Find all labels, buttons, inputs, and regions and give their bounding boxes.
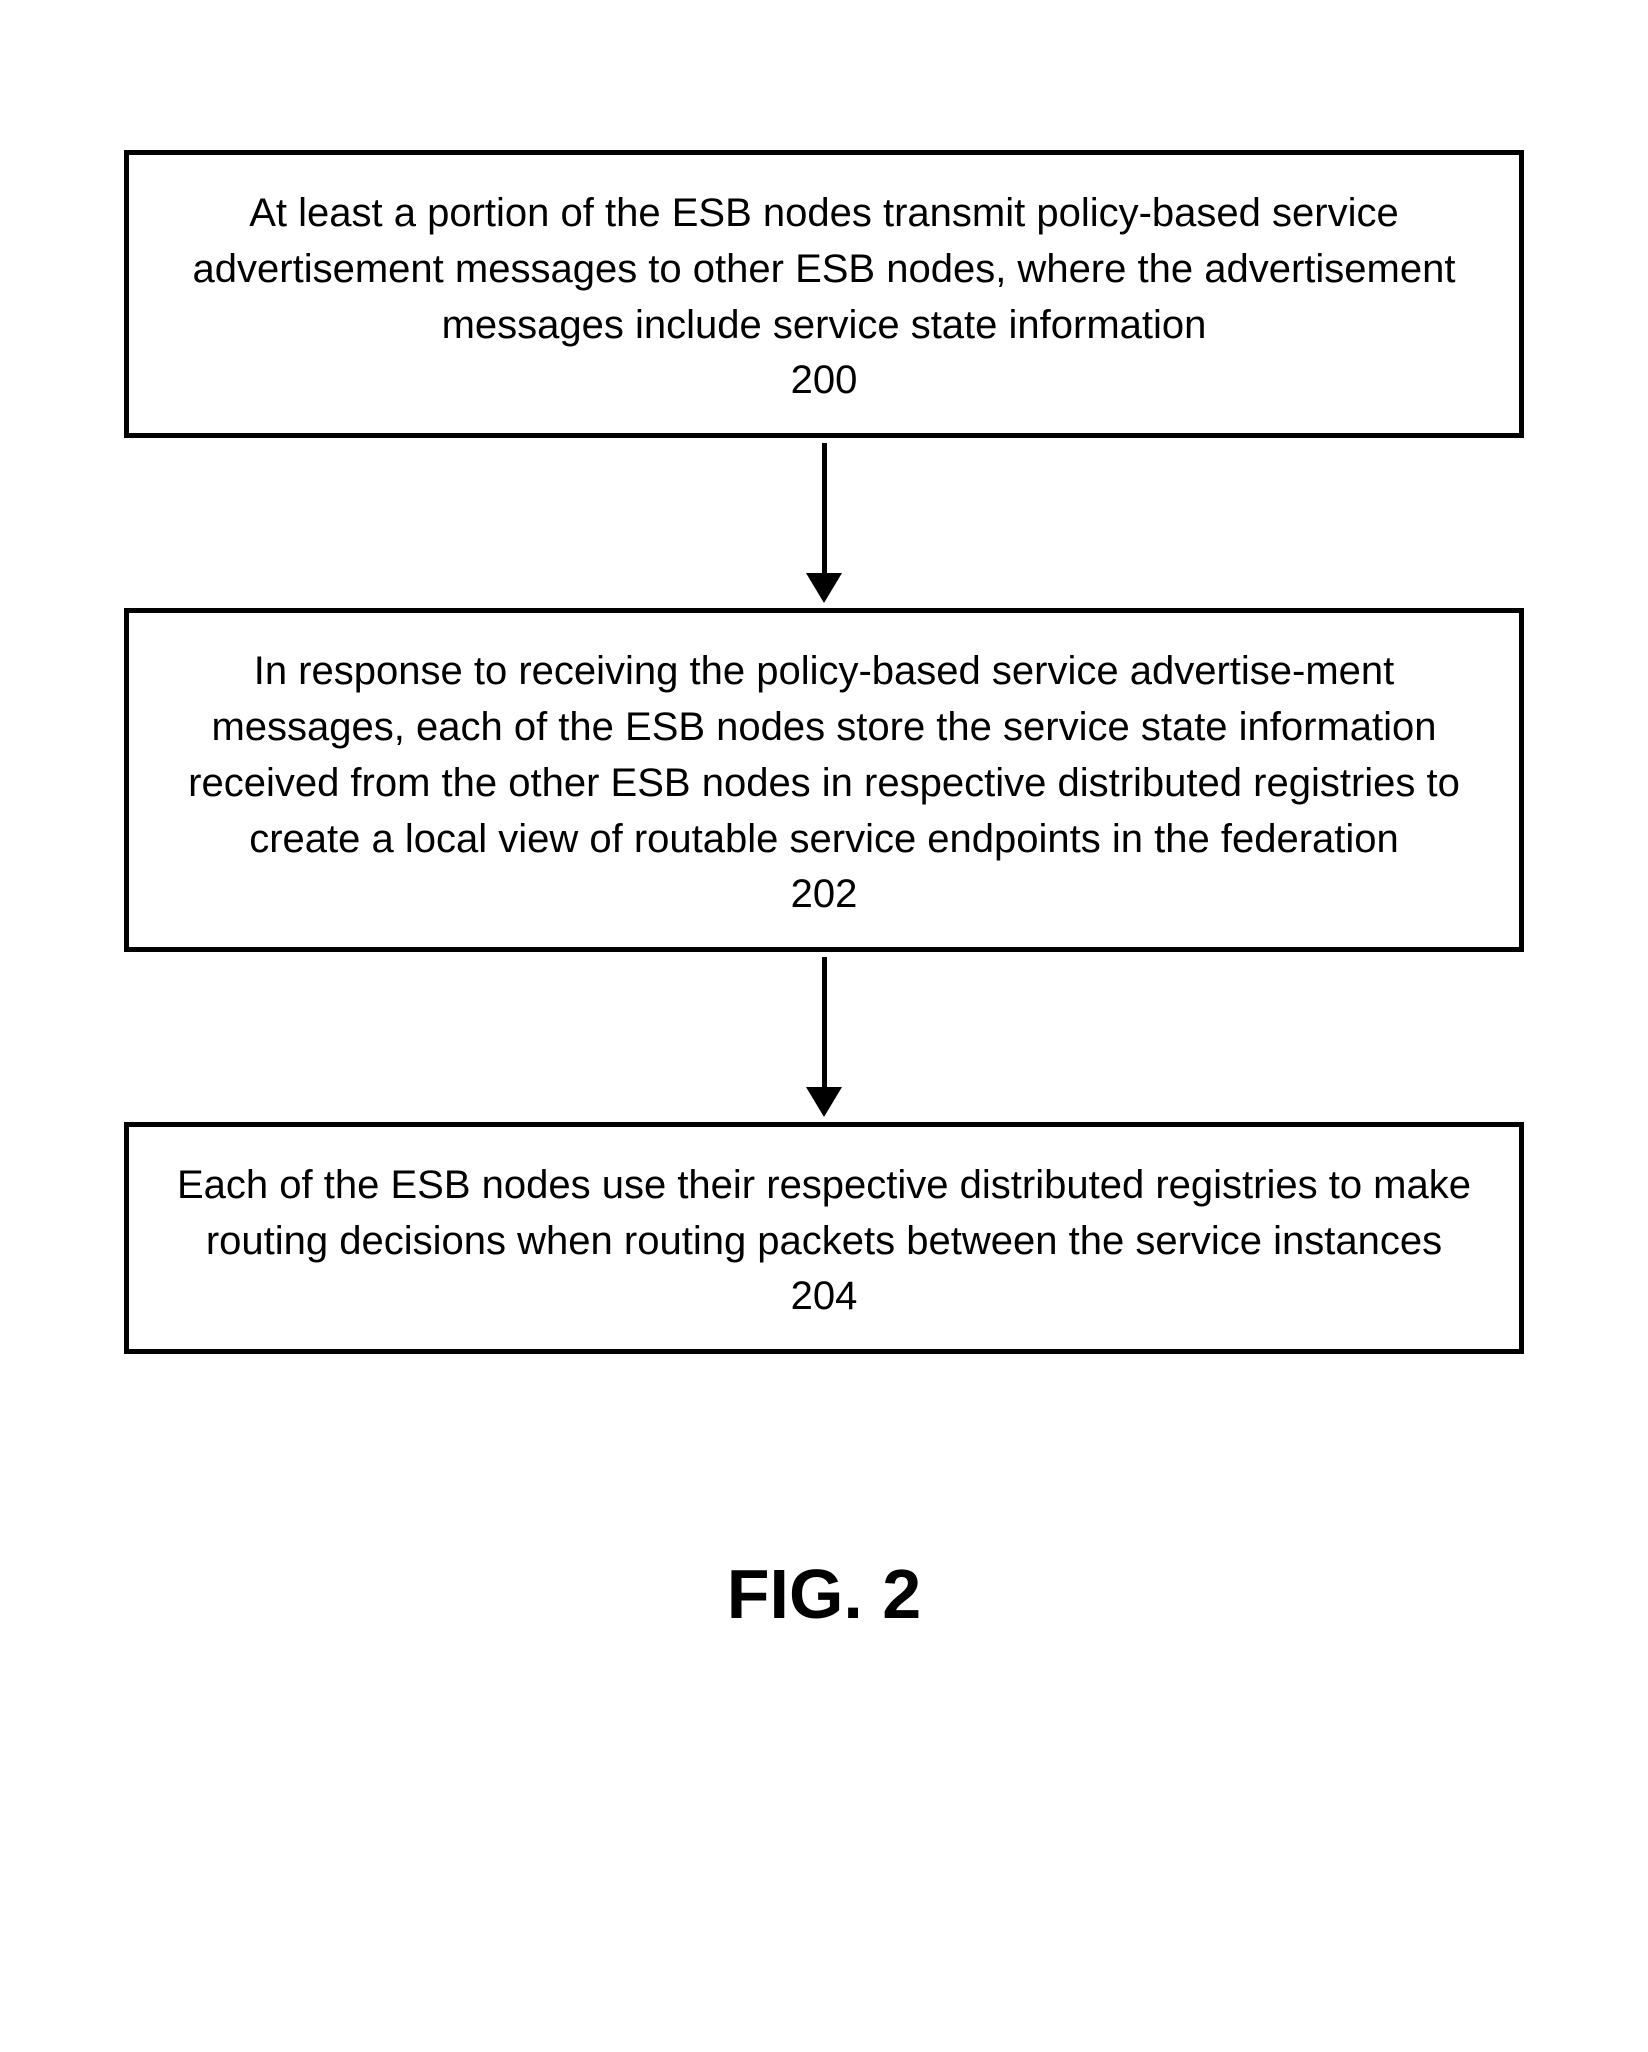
arrow-1 <box>806 438 842 608</box>
flowchart-box-3: Each of the ESB nodes use their respecti… <box>124 1122 1524 1354</box>
box-text: At least a portion of the ESB nodes tran… <box>169 185 1479 353</box>
box-text: Each of the ESB nodes use their respecti… <box>169 1157 1479 1269</box>
figure-label: FIG. 2 <box>727 1554 921 1634</box>
flowchart-container: At least a portion of the ESB nodes tran… <box>0 0 1648 1634</box>
arrow-head-icon <box>806 1087 842 1117</box>
box-number: 202 <box>169 872 1479 917</box>
flowchart-box-1: At least a portion of the ESB nodes tran… <box>124 150 1524 438</box>
arrow-line <box>822 443 827 573</box>
flowchart-box-2: In response to receiving the policy-base… <box>124 608 1524 952</box>
arrow-2 <box>806 952 842 1122</box>
arrow-head-icon <box>806 573 842 603</box>
arrow-line <box>822 957 827 1087</box>
box-number: 200 <box>169 358 1479 403</box>
box-text: In response to receiving the policy-base… <box>169 643 1479 867</box>
box-number: 204 <box>169 1274 1479 1319</box>
